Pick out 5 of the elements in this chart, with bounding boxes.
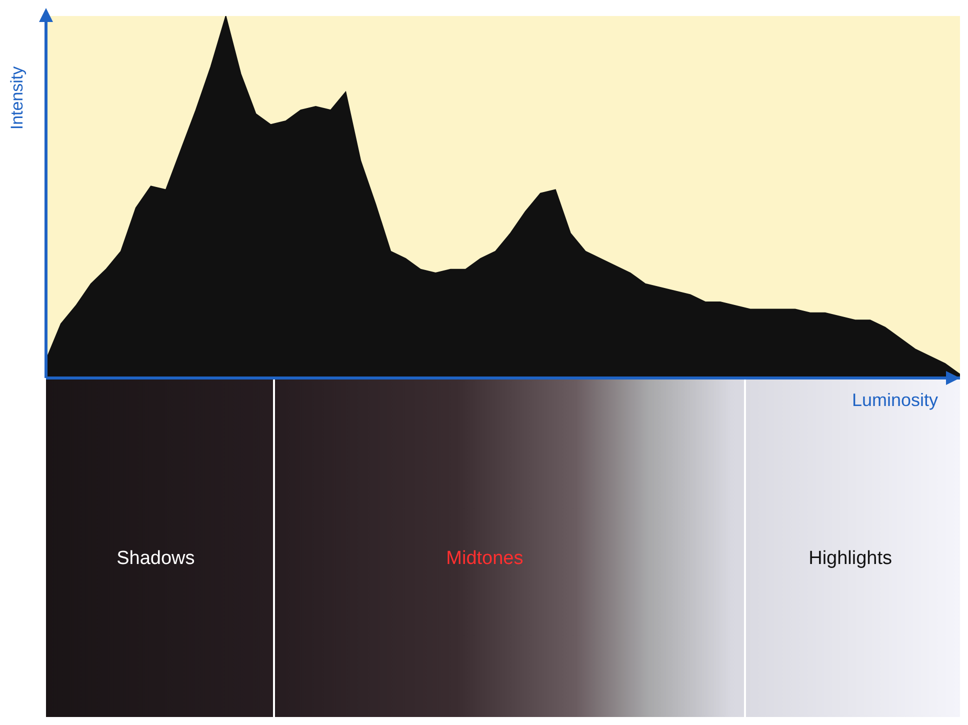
text: Highlights [808,548,894,570]
text: Midtones [445,548,524,570]
text: Shadows [116,548,196,570]
x-axis-title: Luminosity [852,390,938,411]
y-axis-title: Intensity [8,66,28,130]
